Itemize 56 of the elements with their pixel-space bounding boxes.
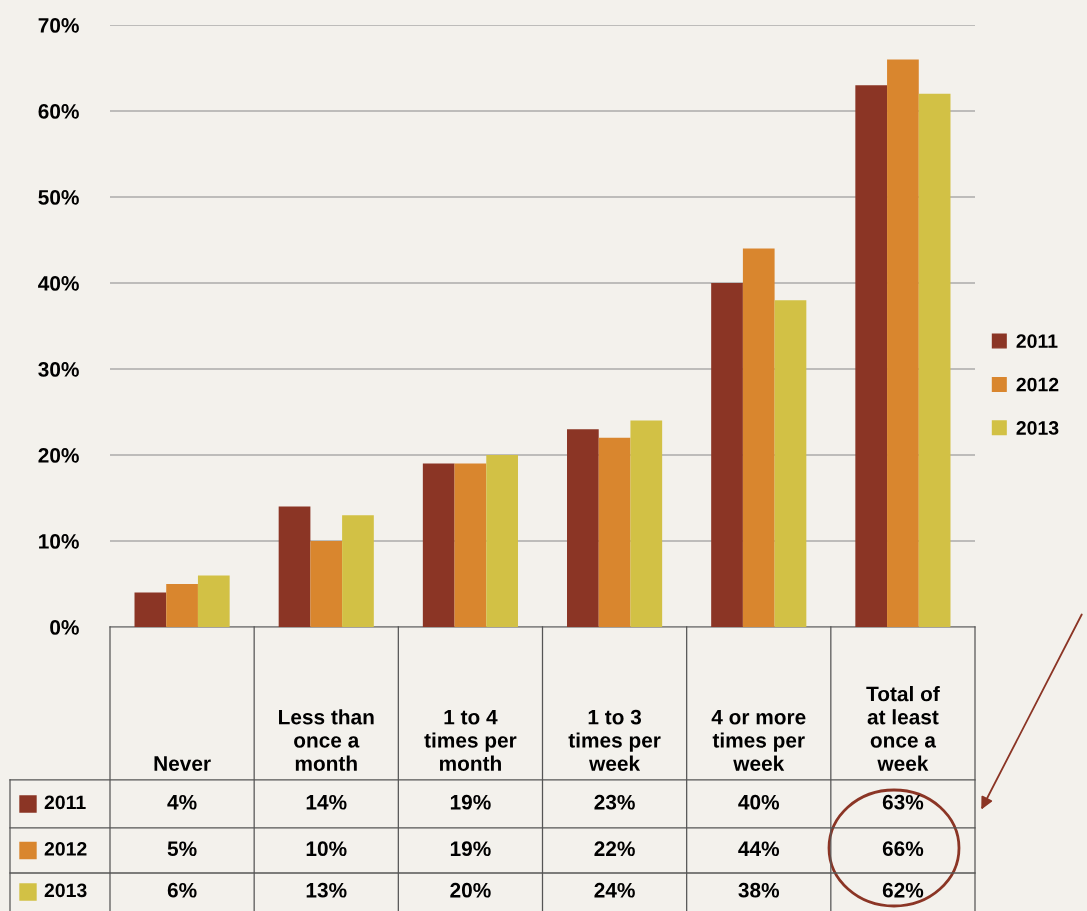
bar — [134, 592, 167, 627]
bar — [630, 420, 663, 627]
data-label: 40% — [738, 794, 780, 810]
data-label: 66% — [882, 841, 924, 857]
bar — [855, 85, 888, 627]
x-tick-label: Total of at least once a week — [866, 685, 940, 771]
bar — [598, 437, 631, 627]
data-label: 22% — [594, 841, 635, 857]
text: 2012 — [44, 841, 87, 856]
y-tick-label: 0% — [50, 620, 79, 635]
x-tick-label: 1 to 4 times per month — [424, 709, 517, 771]
bar — [454, 463, 487, 627]
bar — [166, 584, 198, 627]
data-label: 19% — [450, 794, 491, 810]
data-label: 20% — [450, 882, 491, 898]
x-tick-label: 1 to 3 times per week — [568, 709, 661, 771]
bar — [197, 575, 230, 627]
data-label: 62% — [882, 882, 924, 898]
y-tick-label: 60% — [38, 104, 79, 119]
data-label: 10% — [306, 841, 347, 857]
x-tick-label: Never — [154, 756, 211, 771]
bar — [567, 429, 599, 627]
bar — [342, 515, 374, 627]
x-tick-label: Less than once a month — [279, 709, 374, 771]
data-label: 44% — [738, 841, 780, 857]
data-label: 14% — [306, 794, 347, 810]
text: 2011 — [44, 795, 86, 810]
data-label: 5% — [167, 841, 197, 857]
bar — [310, 541, 343, 627]
data-label: 24% — [594, 882, 635, 898]
bar — [278, 506, 311, 627]
legend-label: 2013 — [1016, 421, 1059, 435]
y-tick-label: 70% — [38, 18, 79, 33]
bar — [422, 463, 455, 627]
data-label: 6% — [167, 882, 197, 898]
bar — [918, 93, 951, 627]
bar — [711, 283, 743, 627]
text: 2013 — [44, 883, 87, 898]
y-tick-label: 10% — [39, 534, 79, 549]
bar — [774, 300, 807, 627]
legend-label: 2011 — [1016, 334, 1058, 349]
y-tick-label: 40% — [38, 276, 79, 291]
bar — [486, 455, 518, 627]
data-label: 63% — [882, 794, 924, 810]
bar — [887, 59, 919, 627]
x-tick-label: 4 or more times per week — [711, 709, 806, 771]
y-tick-label: 50% — [38, 190, 79, 205]
data-label: 4% — [167, 794, 197, 810]
data-label: 23% — [594, 794, 635, 810]
data-label: 38% — [738, 882, 780, 898]
data-label: 13% — [306, 882, 347, 898]
y-tick-label: 20% — [38, 448, 79, 463]
data-label: 19% — [450, 841, 491, 857]
bar — [742, 248, 775, 627]
legend-label: 2012 — [1016, 377, 1059, 392]
y-tick-label: 30% — [38, 362, 79, 377]
